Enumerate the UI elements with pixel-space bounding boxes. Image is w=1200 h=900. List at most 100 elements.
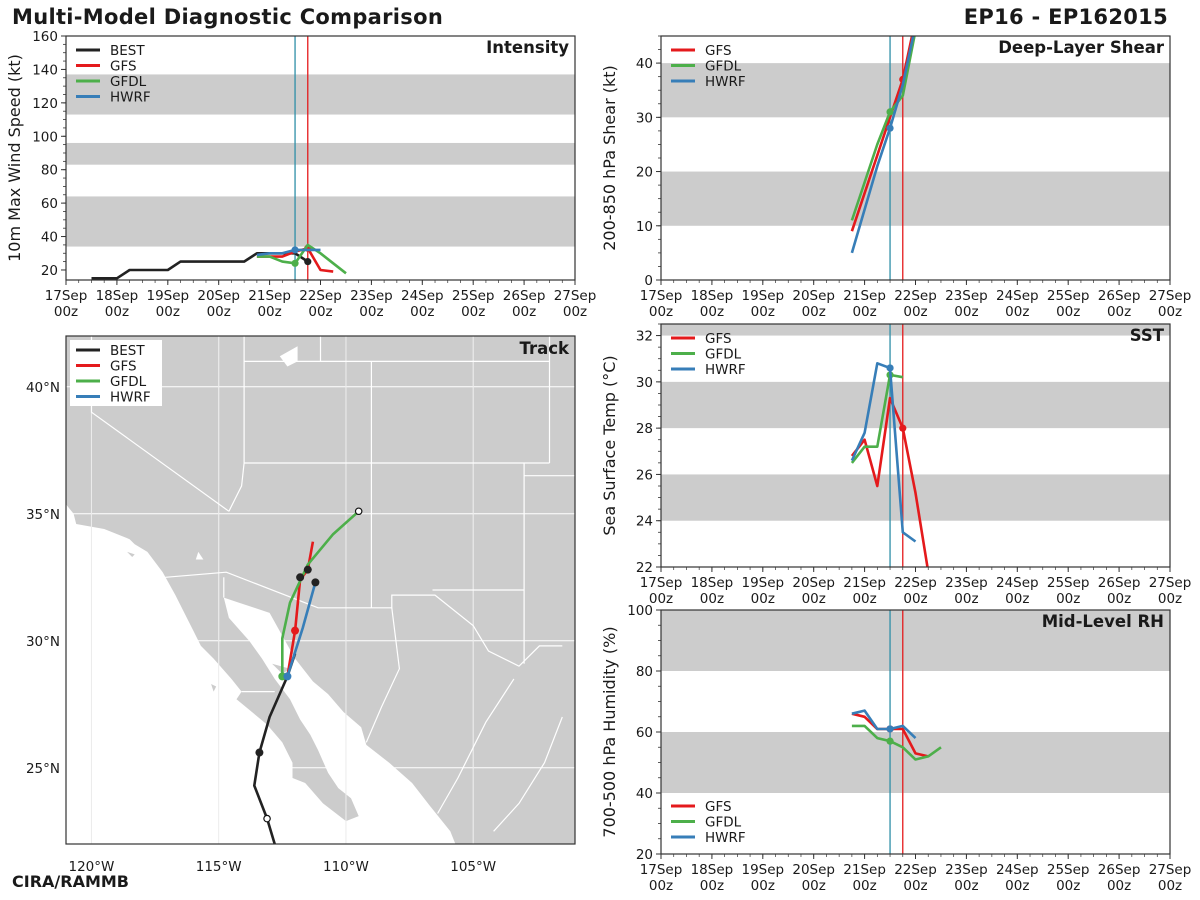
intensity-point-gfdl xyxy=(291,259,299,267)
rh-xtick-label-hour: 00z xyxy=(852,878,876,894)
rh-ytick-label: 40 xyxy=(636,786,653,802)
sst-ytick-label: 28 xyxy=(636,421,653,437)
rh-xtick-label-hour: 00z xyxy=(802,878,826,894)
sst-xtick-label-day: 18Sep xyxy=(691,575,734,591)
track-title: Track xyxy=(520,339,570,358)
rh-xtick-label-hour: 00z xyxy=(903,878,927,894)
track-legend-label-best: BEST xyxy=(110,343,145,359)
intensity-xtick-label-day: 17Sep xyxy=(45,288,88,304)
shear-ytick-label: 0 xyxy=(644,273,653,289)
rh-xtick-label-hour: 00z xyxy=(1005,878,1029,894)
shear-xtick-label-hour: 00z xyxy=(700,304,724,320)
shear-ytick-label: 20 xyxy=(636,165,653,181)
sst-xtick-label-hour: 00z xyxy=(1158,591,1182,607)
rh-ylabel: 700-500 hPa Humidity (%) xyxy=(600,626,619,837)
intensity-xtick-label-hour: 00z xyxy=(257,304,281,320)
shear-ytick-label: 40 xyxy=(636,56,653,72)
sst-xtick-label-day: 27Sep xyxy=(1149,575,1192,591)
rh-xtick-label-day: 23Sep xyxy=(945,862,988,878)
shear-ytick-label: 10 xyxy=(636,219,653,235)
sst-line-gfs xyxy=(850,396,929,567)
shear-xtick-label-day: 24Sep xyxy=(996,288,1039,304)
map-island xyxy=(127,551,135,557)
sst-xtick-label-hour: 00z xyxy=(751,591,775,607)
shear-xtick-label-day: 21Sep xyxy=(843,288,886,304)
intensity-line-hwrf xyxy=(256,248,321,257)
intensity-xtick-label-hour: 00z xyxy=(308,304,332,320)
intensity-series-group xyxy=(91,243,347,280)
sst-ytick-label: 30 xyxy=(636,375,653,391)
intensity-band xyxy=(66,196,575,247)
intensity-xtick-label-day: 23Sep xyxy=(350,288,393,304)
sst-panel: 22242628303217Sep00z18Sep00z19Sep00z20Se… xyxy=(600,323,1192,607)
rh-xtick-label-hour: 00z xyxy=(649,878,673,894)
sst-xtick-label-hour: 00z xyxy=(1005,591,1029,607)
intensity-point-hwrf xyxy=(291,246,299,254)
intensity-band xyxy=(66,142,575,165)
rh-xtick-label-day: 25Sep xyxy=(1047,862,1090,878)
sst-title: SST xyxy=(1130,326,1165,345)
track-legend-label-hwrf: HWRF xyxy=(110,390,151,406)
shear-xtick-label-day: 17Sep xyxy=(640,288,683,304)
intensity-xtick-label-day: 19Sep xyxy=(146,288,189,304)
shear-legend-label-gfdl: GFDL xyxy=(705,59,742,75)
rh-legend-label-gfdl: GFDL xyxy=(705,815,742,831)
shear-ytick-label: 30 xyxy=(636,110,653,126)
rh-xtick-label-hour: 00z xyxy=(1107,878,1131,894)
intensity-line-gfdl xyxy=(256,243,347,275)
shear-xtick-label-day: 26Sep xyxy=(1098,288,1141,304)
shear-xtick-label-hour: 00z xyxy=(802,304,826,320)
intensity-xtick-label-day: 18Sep xyxy=(96,288,139,304)
sst-line-hwrf xyxy=(850,361,917,543)
sst-xtick-label-day: 24Sep xyxy=(996,575,1039,591)
track-point-best xyxy=(311,578,320,587)
track-legend-label-gfdl: GFDL xyxy=(110,374,147,390)
page-title: Multi-Model Diagnostic Comparison xyxy=(12,5,444,29)
shear-ylabel: 200-850 hPa Shear (kt) xyxy=(600,65,619,251)
shear-xtick-label-hour: 00z xyxy=(1107,304,1131,320)
rh-xtick-label-day: 27Sep xyxy=(1149,862,1192,878)
intensity-xtick-label-day: 22Sep xyxy=(299,288,342,304)
rh-line-hwrf xyxy=(851,709,917,740)
track-point-gfs xyxy=(291,626,300,635)
intensity-ytick-label: 20 xyxy=(41,263,58,279)
intensity-panel: 2040608010012014016017Sep00z18Sep00z19Se… xyxy=(5,29,596,320)
sst-xtick-label-hour: 00z xyxy=(700,591,724,607)
shear-band xyxy=(661,63,1170,118)
sst-ytick-label: 22 xyxy=(636,560,653,576)
intensity-legend-label-gfdl: GFDL xyxy=(110,74,147,90)
track-point-best xyxy=(263,814,271,823)
intensity-ytick-label: 60 xyxy=(41,196,58,212)
sst-point-hwrf xyxy=(886,364,894,372)
sst-ylabel: Sea Surface Temp (°C) xyxy=(600,355,619,535)
sst-xtick-label-hour: 00z xyxy=(852,591,876,607)
shear-xtick-label-hour: 00z xyxy=(903,304,927,320)
shear-band xyxy=(661,171,1170,226)
intensity-band xyxy=(66,74,575,115)
shear-xtick-label-hour: 00z xyxy=(954,304,978,320)
intensity-xtick-label-hour: 00z xyxy=(359,304,383,320)
track-lon-label: 110°W xyxy=(323,859,369,875)
intensity-title: Intensity xyxy=(486,38,569,57)
rh-xtick-label-hour: 00z xyxy=(1158,878,1182,894)
map-island xyxy=(211,684,217,692)
shear-point-hwrf xyxy=(886,124,894,132)
intensity-point-best xyxy=(304,258,312,266)
track-point-best xyxy=(354,507,363,516)
sst-ytick-label: 24 xyxy=(636,514,653,530)
intensity-xtick-label-hour: 00z xyxy=(207,304,231,320)
rh-xtick-label-day: 17Sep xyxy=(640,862,683,878)
rh-ytick-label: 80 xyxy=(636,664,653,680)
track-lat-label: 35°N xyxy=(26,507,60,523)
sst-xtick-label-day: 20Sep xyxy=(792,575,835,591)
rh-series-group xyxy=(851,709,942,761)
track-point-best xyxy=(303,565,312,574)
track-lon-label: 105°W xyxy=(450,859,496,875)
intensity-xtick-label-day: 21Sep xyxy=(248,288,291,304)
rh-xtick-label-hour: 00z xyxy=(700,878,724,894)
sst-xtick-label-hour: 00z xyxy=(1107,591,1131,607)
track-lon-label: 115°W xyxy=(196,859,242,875)
shear-xtick-label-day: 18Sep xyxy=(691,288,734,304)
map-border-sin-dgo xyxy=(437,678,515,814)
